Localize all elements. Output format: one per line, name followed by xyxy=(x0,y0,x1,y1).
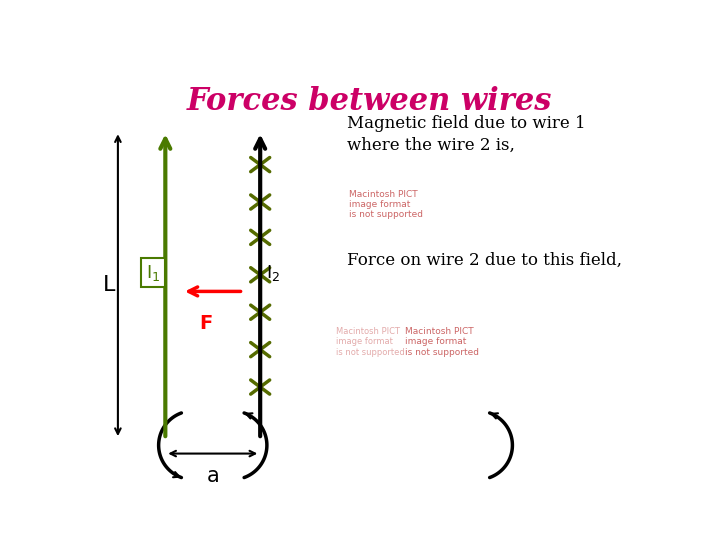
Text: Forces between wires: Forces between wires xyxy=(186,85,552,117)
Text: Magnetic field due to wire 1
where the wire 2 is,: Magnetic field due to wire 1 where the w… xyxy=(347,114,585,154)
Text: L: L xyxy=(104,275,116,295)
Text: I$_2$: I$_2$ xyxy=(266,262,280,283)
Text: Force on wire 2 due to this field,: Force on wire 2 due to this field, xyxy=(347,252,621,269)
Text: Macintosh PICT
image format
is not supported: Macintosh PICT image format is not suppo… xyxy=(349,190,423,219)
Text: Macintosh PICT
image format
is not supported: Macintosh PICT image format is not suppo… xyxy=(336,327,404,356)
Text: I$_1$: I$_1$ xyxy=(146,262,161,283)
Text: F: F xyxy=(199,314,212,333)
Text: a: a xyxy=(207,466,219,486)
Text: Macintosh PICT
image format
is not supported: Macintosh PICT image format is not suppo… xyxy=(405,327,480,356)
